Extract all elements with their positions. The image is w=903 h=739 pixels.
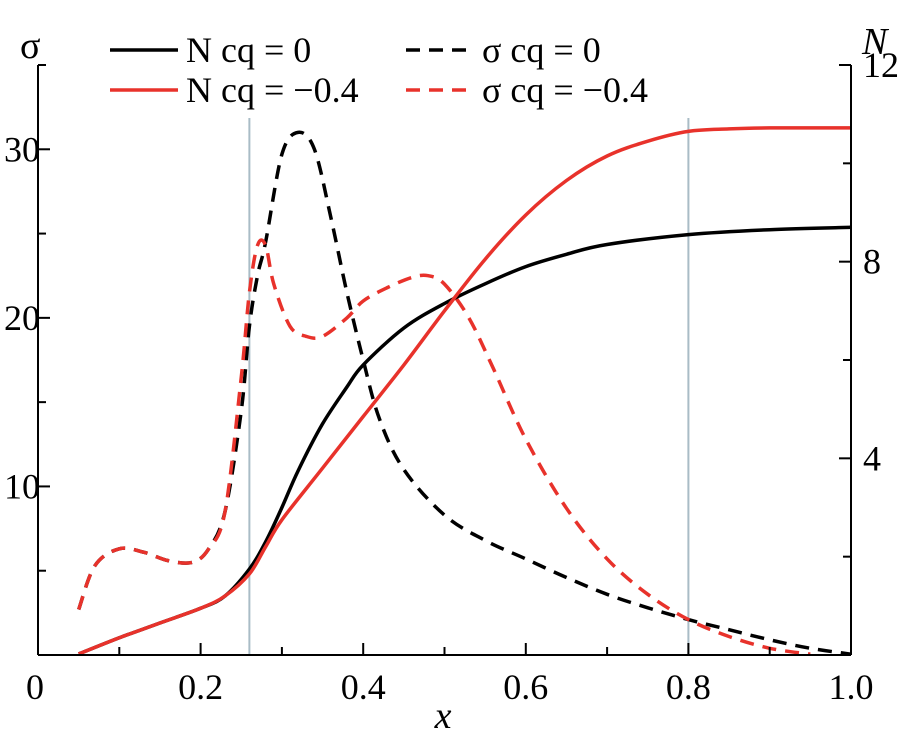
legend-entry: N cq = −0.4 [110,70,359,110]
series-line-3 [77,238,811,656]
series-line-1 [78,126,852,656]
series-line-0 [78,225,852,656]
x-tick-label: 1.0 [829,667,874,707]
legend-entry: σ cq = −0.4 [406,70,648,110]
legend-label-n-cq-0: N cq = 0 [186,30,311,70]
legend-label-sigma-cq-neg: σ cq = −0.4 [482,70,648,110]
left-axis-title: σ [20,25,40,67]
right-tick-label: 4 [863,438,881,478]
series-line-2 [77,130,852,656]
x-axis-title: x [434,695,452,737]
right-axis-title: N [861,21,890,63]
right-tick-label: 8 [863,242,881,282]
right-tick-label: 12 [863,45,899,85]
x-tick-label: 0.6 [503,667,548,707]
left-tick-label: 10 [4,466,40,506]
legend-entry: N cq = 0 [110,30,311,70]
axes [37,65,852,656]
legend-label-sigma-cq-0: σ cq = 0 [482,30,601,70]
legend-entry: σ cq = 0 [406,30,601,70]
ticks: 0 0.2 0.4 0.6 0.8 1.0 10 20 30 4 8 12 [4,45,899,707]
x-tick-label: 0 [26,667,44,707]
x-tick-label: 0.4 [341,667,386,707]
series-layer [77,126,852,656]
reference-lines [248,118,690,655]
left-tick-label: 30 [4,129,40,169]
legend: N cq = 0 N cq = −0.4 σ cq = 0 σ cq = −0.… [110,30,648,110]
left-tick-label: 20 [4,298,40,338]
legend-label-n-cq-neg: N cq = −0.4 [186,70,359,110]
x-tick-label: 0.2 [178,667,223,707]
x-tick-label: 0.8 [666,667,711,707]
